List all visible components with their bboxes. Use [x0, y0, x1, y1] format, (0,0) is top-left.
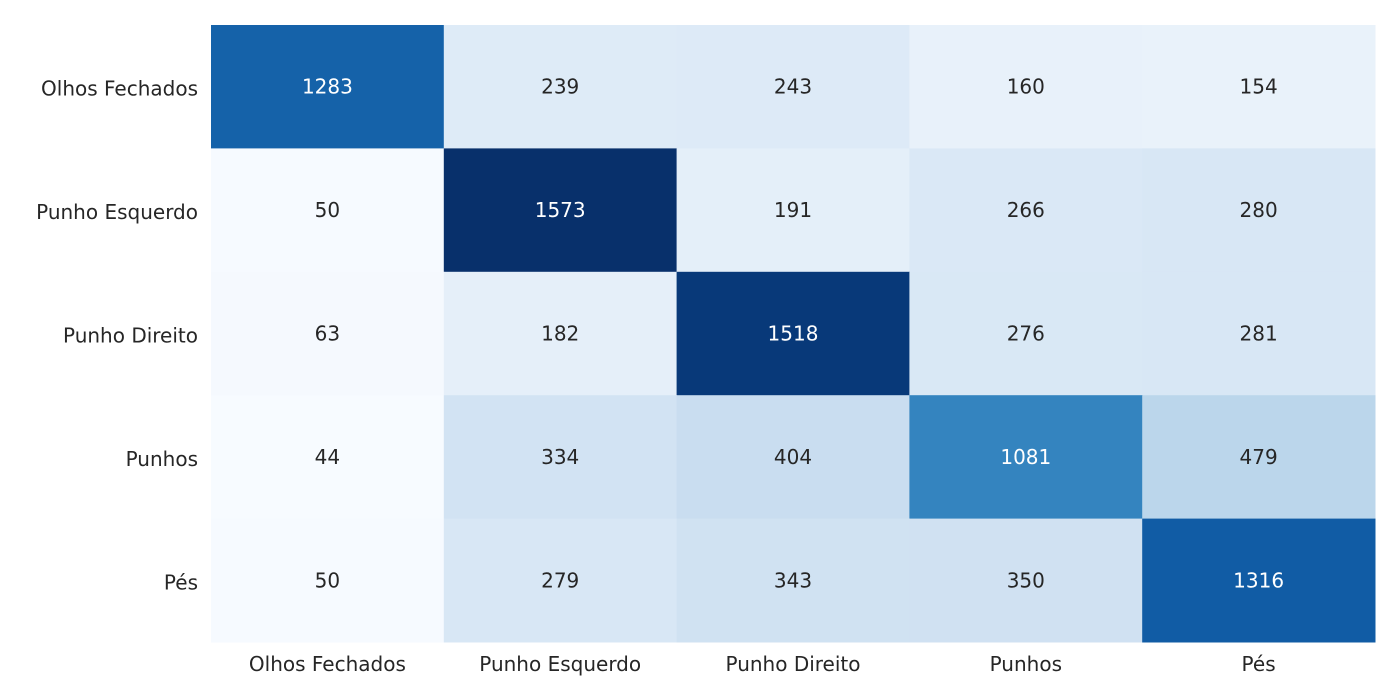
- cell-value-label: 350: [1007, 568, 1045, 592]
- y-tick-label: Punho Esquerdo: [36, 200, 198, 224]
- cell-value-label: 280: [1240, 198, 1278, 222]
- cell-value-label: 239: [541, 75, 579, 99]
- heatmap-cell: [1142, 148, 1376, 273]
- heatmap-cell: [211, 271, 445, 396]
- heatmap-cell: [443, 395, 678, 520]
- cell-value-label: 1316: [1233, 568, 1284, 592]
- x-tick-label: Pés: [1242, 652, 1276, 676]
- cell-value-label: 404: [774, 445, 812, 469]
- heatmap-cell: [211, 518, 445, 643]
- cell-value-label: 279: [541, 568, 579, 592]
- heatmap-cell: [909, 518, 1143, 643]
- cell-value-label: 1573: [535, 198, 586, 222]
- heatmap-cell: [443, 148, 678, 273]
- heatmap-cell: [909, 25, 1143, 149]
- heatmap-cell: [1142, 395, 1376, 520]
- heatmap-cell: [443, 25, 678, 149]
- heatmap-cell: [676, 148, 910, 273]
- cell-value-label: 182: [541, 322, 579, 346]
- cell-value-label: 1081: [1000, 445, 1051, 469]
- cell-value-label: 479: [1240, 445, 1278, 469]
- cell-value-label: 50: [315, 198, 340, 222]
- x-tick-labels: Olhos Fechados Punho Esquerdo Punho Direit…: [249, 652, 1276, 676]
- cell-value-label: 266: [1007, 198, 1045, 222]
- heatmap-cell: [211, 395, 445, 520]
- y-tick-label: Olhos Fechados: [41, 77, 198, 101]
- heatmap-cell: [443, 518, 678, 643]
- heatmap-cell: [909, 271, 1143, 396]
- y-tick-labels: Olhos Fechados Punho Esquerdo Punho Direit…: [36, 77, 198, 595]
- cell-value-label: 281: [1240, 322, 1278, 346]
- heatmap-cell: [1142, 271, 1376, 396]
- heatmap-cell: [443, 271, 678, 396]
- heatmap-cell: [676, 518, 910, 643]
- cell-value-label: 276: [1007, 322, 1045, 346]
- cell-value-label: 154: [1240, 75, 1278, 99]
- y-tick-label: Punho Direito: [63, 324, 198, 348]
- heatmap-cells: [211, 25, 1376, 643]
- cell-value-label: 343: [774, 568, 812, 592]
- heatmap-cell: [211, 25, 445, 149]
- y-tick-label: Pés: [164, 570, 198, 594]
- x-tick-label: Punhos: [990, 652, 1062, 676]
- cell-value-label: 1283: [302, 75, 353, 99]
- heatmap-cell: [676, 395, 910, 520]
- cell-value-label: 243: [774, 75, 812, 99]
- heatmap-cell: [1142, 25, 1376, 149]
- cell-value-label: 63: [315, 322, 340, 346]
- y-tick-label: Punhos: [126, 447, 198, 471]
- heatmap-cell: [1142, 518, 1376, 643]
- heatmap-cell: [676, 25, 910, 149]
- x-tick-label: Punho Esquerdo: [479, 652, 641, 676]
- heatmap-cell-labels: 1283 239 243 160 154 50 1573 191 266 280 63 182 1518…: [302, 75, 1284, 593]
- heatmap-cell: [909, 148, 1143, 273]
- cell-value-label: 160: [1007, 75, 1045, 99]
- cell-value-label: 1518: [768, 322, 819, 346]
- cell-value-label: 50: [315, 568, 340, 592]
- heatmap-cell: [211, 148, 445, 273]
- x-tick-label: Olhos Fechados: [249, 652, 406, 676]
- heatmap-cell: [676, 271, 910, 396]
- cell-value-label: 191: [774, 198, 812, 222]
- cell-value-label: 334: [541, 445, 579, 469]
- heatmap-cell: [909, 395, 1143, 520]
- cell-value-label: 44: [315, 445, 340, 469]
- x-tick-label: Punho Direito: [725, 652, 860, 676]
